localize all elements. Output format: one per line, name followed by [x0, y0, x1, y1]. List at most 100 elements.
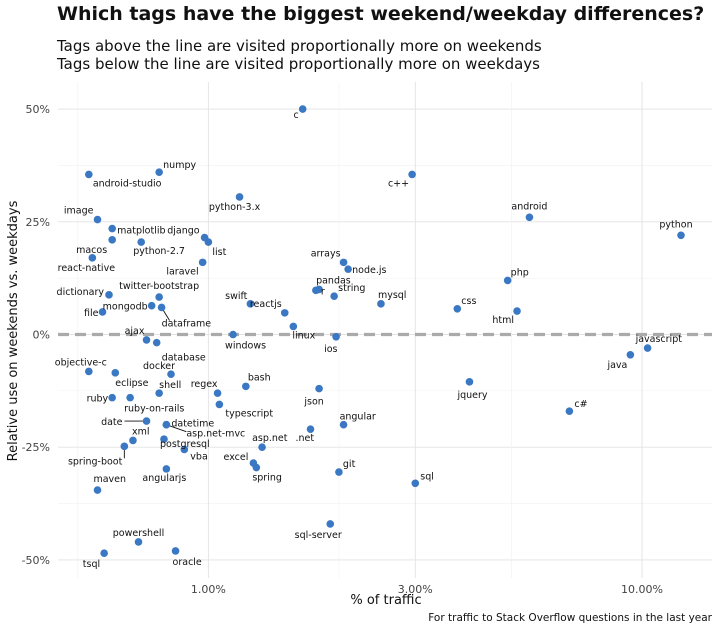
- label-css: css: [461, 296, 476, 307]
- point-arrays: [339, 258, 348, 267]
- point-database: [152, 338, 161, 347]
- label-string: string: [338, 283, 365, 294]
- label-twitter-bootstrap: twitter-bootstrap: [119, 281, 199, 292]
- point-android: [525, 213, 534, 222]
- y-tick-label: 50%: [26, 103, 50, 116]
- label-mysql: mysql: [378, 290, 407, 301]
- point-ajax: [142, 336, 151, 344]
- point-ios: [332, 332, 340, 341]
- point-maven: [93, 486, 102, 494]
- point-dataframe: [157, 303, 166, 312]
- point-reactjs: [280, 309, 289, 317]
- label-windows: windows: [225, 341, 266, 352]
- label-node-js: node.js: [352, 265, 386, 276]
- point-jquery: [465, 378, 474, 386]
- point-oracle: [171, 547, 180, 555]
- x-tick-label: 10.00%: [621, 583, 663, 596]
- label-dataframe: dataframe: [162, 318, 212, 329]
- label-laravel: laravel: [166, 266, 198, 277]
- label-python-3-x: python-3.x: [209, 202, 261, 213]
- point-angular: [339, 420, 348, 429]
- label-spring-boot: spring-boot: [68, 456, 123, 467]
- label-file: file: [84, 308, 99, 319]
- label-mongodb: mongodb: [103, 302, 148, 313]
- point-twitter-bootstrap: [155, 293, 163, 301]
- point-asp-net: [258, 443, 266, 452]
- point-docker: [167, 370, 175, 378]
- point-numpy: [155, 168, 163, 176]
- point-mongodb: [147, 301, 156, 310]
- label-git: git: [343, 459, 356, 470]
- x-tick-label: 3.00%: [398, 583, 433, 596]
- point-c: [298, 105, 307, 113]
- label-reactjs: reactjs: [250, 299, 282, 310]
- label-angularjs: angularjs: [142, 473, 186, 484]
- point-string: [330, 292, 338, 300]
- label-date: date: [101, 417, 123, 428]
- chart-caption: For traffic to Stack Overflow questions …: [428, 612, 712, 624]
- y-tick-label: 25%: [26, 216, 50, 229]
- point-typescript: [215, 400, 224, 409]
- point-dictionary: [105, 291, 113, 299]
- point-javascript: [643, 344, 652, 352]
- label-ruby-on-rails: ruby-on-rails: [124, 404, 184, 415]
- point-ruby-on-rails: [126, 393, 134, 402]
- x-axis-title: % of traffic: [350, 593, 421, 608]
- point-laravel: [198, 258, 207, 267]
- point-file: [98, 308, 107, 316]
- label-javascript: javascript: [635, 334, 683, 345]
- point-c: [408, 170, 416, 179]
- point-macos: [108, 236, 116, 244]
- label-dictionary: dictionary: [57, 287, 105, 298]
- point-swift: [246, 300, 255, 308]
- label-docker: docker: [143, 361, 175, 372]
- x-axis-ticks: 1.00% 3.00% 10.00%: [191, 583, 663, 596]
- label-ruby: ruby: [87, 394, 109, 405]
- point-ruby: [108, 393, 116, 402]
- label-vba: vba: [190, 451, 207, 462]
- point-python-3-x: [235, 193, 244, 201]
- label-swift: swift: [225, 291, 248, 302]
- label-arrays: arrays: [311, 248, 341, 259]
- point-php: [503, 276, 512, 285]
- label-spring: spring: [252, 473, 282, 484]
- label-datetime: datetime: [171, 419, 214, 430]
- point-asp-net-mvc: [162, 420, 171, 429]
- y-axis-title: Relative use on weekends vs. weekdays: [6, 200, 21, 461]
- label-matplotlib: matplotlib: [117, 226, 165, 237]
- x-tick-label: 1.00%: [191, 583, 226, 596]
- chart-title: Which tags have the biggest weekend/week…: [57, 3, 705, 25]
- label-ajax: ajax: [125, 326, 145, 337]
- point-date: [142, 417, 151, 425]
- point-eclipse: [111, 369, 120, 377]
- point-python-2-7: [137, 238, 146, 246]
- data-points: [85, 105, 685, 557]
- label-jquery: jquery: [456, 390, 487, 401]
- label-powershell: powershell: [113, 528, 164, 539]
- point-linux: [289, 322, 298, 331]
- point-git: [335, 468, 343, 476]
- label-c: c#: [574, 399, 587, 410]
- point-spring-boot: [120, 442, 129, 451]
- y-axis-ticks: -50% -25% 0% 25% 50%: [22, 103, 50, 567]
- label-typescript: typescript: [225, 408, 273, 419]
- label-android-studio: android-studio: [93, 178, 162, 189]
- label-c: c: [293, 110, 298, 121]
- label-html: html: [492, 315, 514, 326]
- label-ios: ios: [324, 344, 337, 355]
- label-net: .net: [296, 433, 315, 444]
- point-python: [677, 231, 685, 240]
- point-powershell: [134, 538, 143, 546]
- label-bash: bash: [248, 372, 271, 383]
- label-postgresql: postgresql: [160, 439, 210, 450]
- label-image: image: [64, 206, 94, 217]
- label-pandas: pandas: [316, 275, 351, 286]
- point-sql-server: [326, 520, 335, 528]
- point-net: [306, 425, 315, 434]
- point-matplotlib: [108, 224, 116, 233]
- label-list: list: [212, 247, 226, 258]
- label-regex: regex: [191, 379, 218, 390]
- label-excel: excel: [224, 452, 249, 463]
